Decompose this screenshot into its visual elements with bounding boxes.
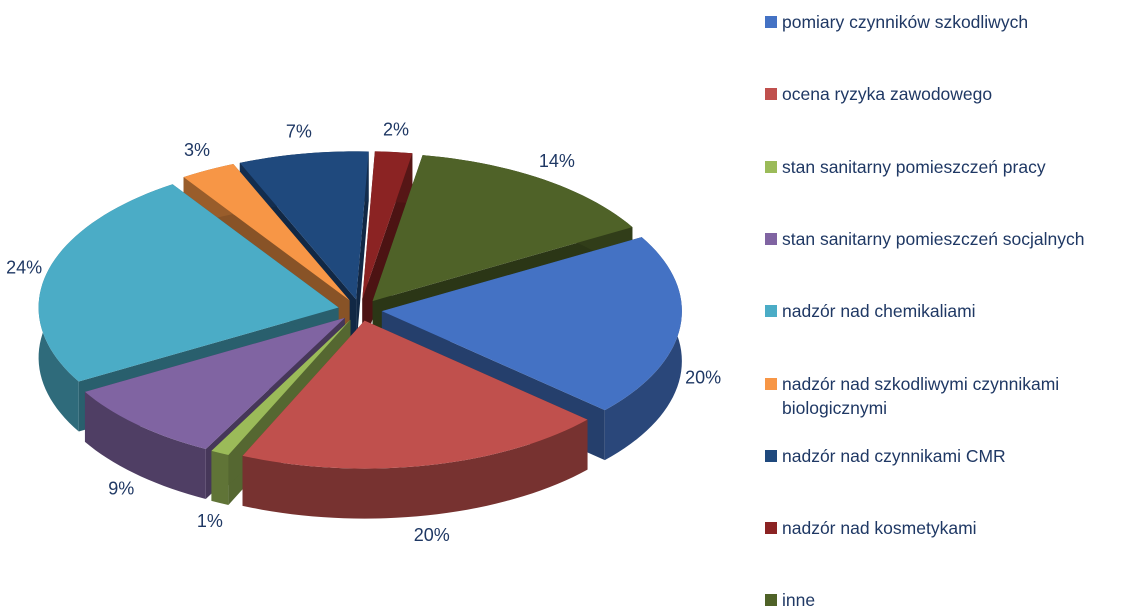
legend-item: stan sanitarny pomieszczeń pracy <box>765 155 1125 179</box>
slice-top <box>239 151 369 300</box>
legend-label: nadzór nad szkodliwymi czynnikami biolog… <box>782 373 1060 418</box>
legend-swatch <box>765 16 777 28</box>
slice-top <box>211 319 351 455</box>
slice-edge <box>211 450 229 505</box>
slice <box>242 320 588 519</box>
legend-swatch <box>765 522 777 535</box>
legend-label: nadzór nad kosmetykami <box>782 518 977 539</box>
legend-label: inne <box>782 590 816 609</box>
legend-label: stan sanitarny pomieszczeń socjalnych <box>782 228 1085 249</box>
slice-top <box>84 317 345 449</box>
legend-item: nadzór nad czynnikami CMR <box>765 444 1125 468</box>
legend-item: stan sanitarny pomieszczeń socjalnych <box>765 227 1125 251</box>
legend-swatch <box>765 305 777 318</box>
slice-top <box>183 163 350 301</box>
legend-swatch <box>765 160 777 173</box>
slice-edge <box>84 391 206 499</box>
legend-item: pomiary czynników szkodliwych <box>765 10 1125 34</box>
legend-item: nadzór nad chemikaliami <box>765 299 1125 323</box>
legend-item: ocena ryzyka zawodowego <box>765 82 1125 106</box>
legend-label: pomiary czynników szkodliwych <box>782 12 1029 32</box>
slice-top <box>381 237 682 411</box>
slice-top <box>242 320 588 469</box>
legend-swatch <box>765 594 777 607</box>
legend-label: ocena ryzyka zawodowego <box>782 84 993 105</box>
slice-top <box>372 155 633 302</box>
data-label: 3% <box>184 140 210 160</box>
data-label: 20% <box>685 368 721 388</box>
data-label: 7% <box>286 122 312 142</box>
data-label: 9% <box>108 479 134 499</box>
legend-item: nadzór nad kosmetykami <box>765 516 1125 540</box>
legend-label: nadzór nad czynnikami CMR <box>782 445 1006 466</box>
legend-swatch <box>765 232 777 245</box>
slice-top <box>38 184 339 382</box>
legend-swatch <box>765 377 777 390</box>
slice-top <box>362 151 413 300</box>
data-label: 2% <box>383 120 409 140</box>
legend-label: stan sanitarny pomieszczeń pracy <box>782 156 1046 177</box>
chart: 20% 20% 1% 9% 24% 3% 7% 2% 14% <box>6 120 721 545</box>
legend-item: nadzór nad szkodliwymi czynnikami biolog… <box>765 372 1125 420</box>
data-label: 24% <box>6 258 42 278</box>
data-label: 1% <box>197 511 223 531</box>
legend-swatch <box>765 449 777 462</box>
slice-edge <box>242 419 588 519</box>
legend-label: nadzór nad chemikaliami <box>782 301 976 322</box>
legend-swatch <box>765 88 777 101</box>
data-label: 20% <box>414 525 450 545</box>
legend-item: inne <box>765 588 1125 609</box>
data-label: 14% <box>539 151 575 171</box>
